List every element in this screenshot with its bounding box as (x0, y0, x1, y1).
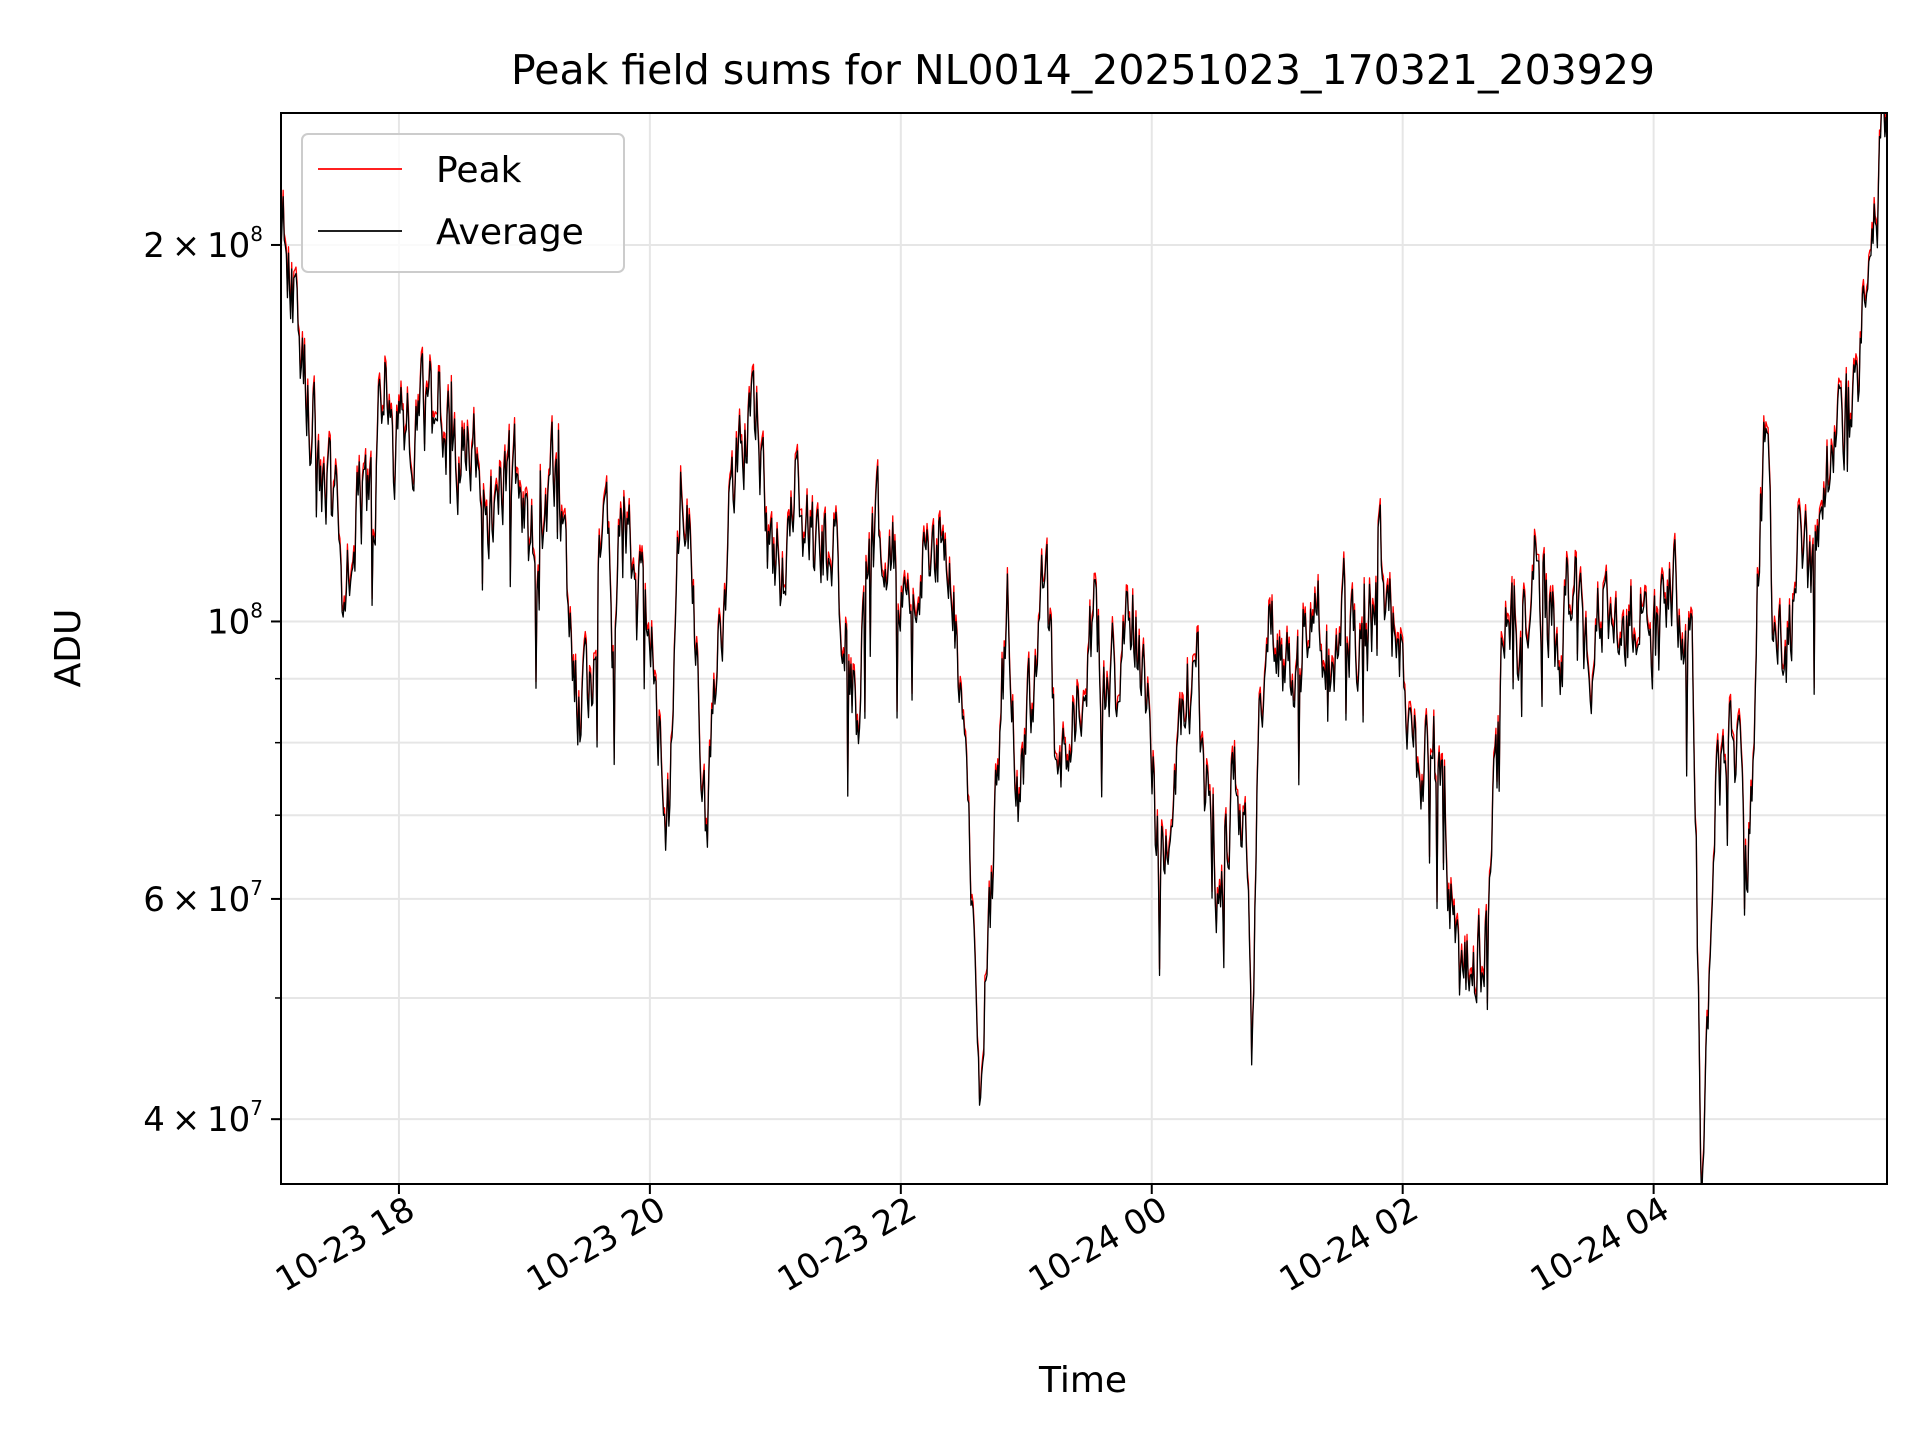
x-tick-label: 10-24 02 (1273, 1189, 1425, 1300)
y-axis: 4 × 107 6 × 107 108 2 × 108 (143, 222, 281, 1140)
y-axis-label: ADU (48, 609, 89, 688)
x-axis-label: Time (1038, 1360, 1127, 1401)
plot-frame (280, 112, 1888, 1185)
series-line-average (281, 113, 1887, 1184)
x-tick-label: 10-24 04 (1524, 1189, 1676, 1300)
x-tick-label: 10-23 20 (520, 1189, 672, 1300)
y-tick-label: 2 × 108 (143, 222, 263, 266)
y-tick-label: 6 × 107 (143, 876, 263, 920)
x-tick-label: 10-23 22 (771, 1189, 923, 1300)
legend-label-average: Average (436, 212, 584, 253)
plot-lines (281, 113, 1887, 1184)
legend-label-peak: Peak (436, 150, 522, 191)
chart-title: Peak field sums for NL0014_20251023_1703… (511, 46, 1655, 94)
legend: Peak Average (301, 133, 625, 273)
y-tick-label: 108 (207, 598, 263, 642)
x-axis: 10-23 18 10-23 20 10-23 22 10-24 00 10-24 02… (269, 1184, 1676, 1300)
x-tick-label: 10-24 00 (1022, 1189, 1174, 1300)
x-tick-label: 10-23 18 (269, 1189, 421, 1300)
grid (281, 113, 1887, 1184)
y-tick-label: 4 × 107 (143, 1096, 263, 1140)
